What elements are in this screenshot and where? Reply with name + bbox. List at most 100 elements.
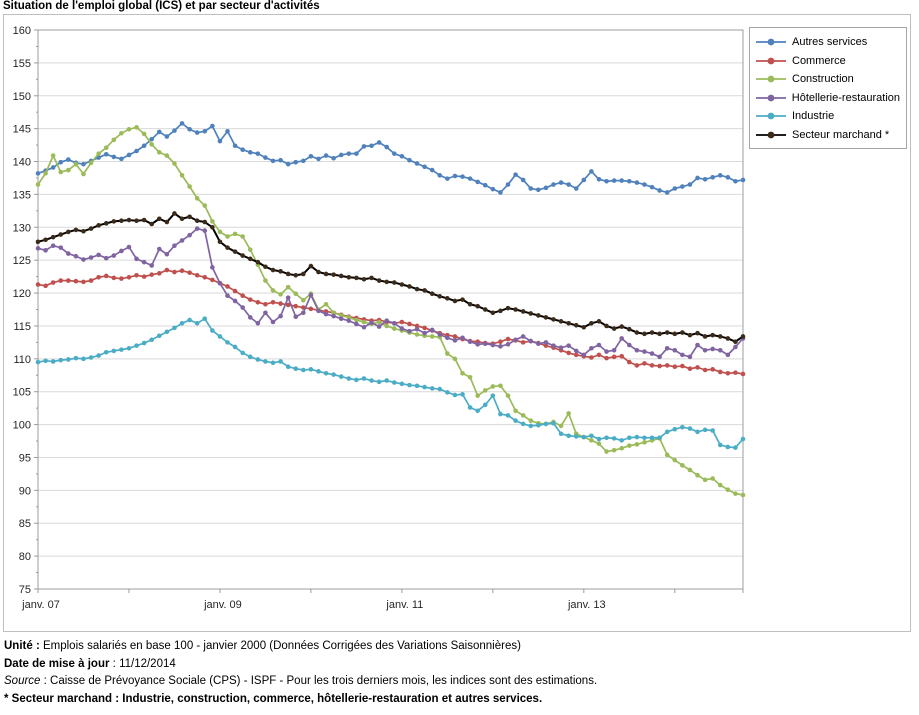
data-point [247,297,253,302]
data-point [498,339,503,345]
data-point [710,346,715,352]
data-point [573,434,579,439]
data-point [482,307,488,312]
data-point [35,246,41,251]
data-point [680,352,685,358]
data-point [490,186,496,192]
data-point [240,234,245,239]
data-point [354,317,359,323]
data-point [702,347,708,353]
data-point [270,267,276,273]
data-point [482,182,488,188]
y-tick-label: 100 [13,420,31,432]
data-point [626,178,632,184]
data-point [111,253,117,258]
data-point [596,342,602,348]
data-point [278,301,283,306]
data-point [505,393,511,398]
data-point [58,357,64,363]
data-point [589,355,594,360]
data-point [149,272,155,277]
data-point [657,331,662,337]
data-point [308,153,314,159]
legend-item: Autres services [756,33,900,52]
data-point [376,278,382,283]
data-point [589,346,594,351]
data-point [331,372,336,377]
data-point [475,179,480,185]
data-point [134,343,139,348]
data-point [460,335,465,341]
data-point [278,157,283,163]
data-point [596,176,602,182]
data-point [467,339,473,345]
data-point [733,445,738,450]
y-tick-label: 85 [19,518,31,530]
data-point [43,237,48,243]
data-point [66,167,71,173]
data-point [50,165,56,170]
data-point [687,426,693,431]
data-point [596,436,602,442]
data-point [202,128,208,134]
data-point [702,427,708,433]
data-point [725,352,731,358]
data-point [725,487,731,492]
data-point [187,184,192,189]
data-point [232,143,238,149]
data-point [626,443,632,448]
data-point [293,291,299,297]
data-point [528,423,534,429]
data-point [58,245,64,250]
data-point [278,269,283,274]
data-point [573,322,579,328]
data-point [710,476,715,481]
data-point [626,342,632,348]
data-point [346,274,352,280]
legend-label: Industrie [792,110,835,123]
y-tick-label: 155 [13,58,31,70]
data-point [414,326,420,332]
data-point [513,307,518,312]
legend-item: Industrie [756,107,900,126]
data-point [81,356,86,362]
data-point [384,144,390,150]
chart-frame: 75 80 85 90 95 100 105 110 115 120 125 130 135 140 145… [3,14,911,632]
data-point [369,143,374,149]
data-point [361,376,367,381]
data-point [240,147,245,152]
data-point [301,271,306,277]
data-point [680,330,685,335]
y-tick-label: 115 [13,321,31,333]
data-point [528,311,534,316]
y-tick-label: 145 [13,124,31,136]
data-point [141,143,147,149]
data-point [407,382,412,388]
data-point [35,182,41,187]
legend: Autres services Commerce Construction Hôtel… [749,27,907,149]
data-point [103,151,109,157]
data-point [520,177,526,183]
data-point [733,370,738,375]
data-point [354,321,359,327]
data-point [156,129,162,135]
data-point [657,354,662,360]
data-point [164,134,170,139]
data-point [43,248,48,253]
data-point [149,136,155,142]
data-point [452,392,458,398]
data-point [58,159,64,165]
data-point [551,343,556,348]
data-point [308,367,314,372]
data-point [141,340,147,346]
data-point [626,435,632,441]
data-point [733,178,738,184]
data-point [687,366,693,371]
data-point [134,273,139,278]
data-point [172,325,177,331]
data-point [407,284,412,289]
data-point [437,294,443,299]
data-point [225,340,230,345]
data-point [551,317,556,322]
data-point [141,259,147,265]
